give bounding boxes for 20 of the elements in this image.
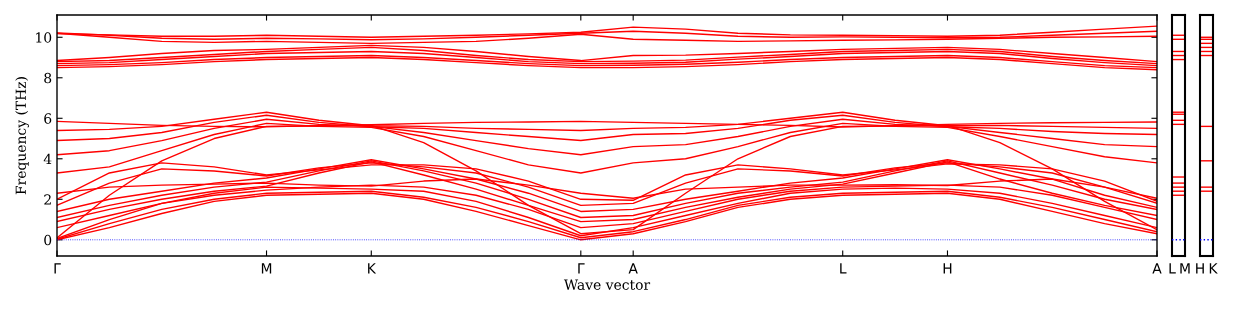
x-tick-label: Γ: [578, 263, 585, 274]
x-tick-label: M: [261, 263, 272, 274]
x-tick-label: Γ: [54, 263, 61, 274]
y-tick-label: 0: [44, 234, 52, 246]
y-tick-label: 8: [44, 72, 52, 84]
x-tick-label: A: [1152, 263, 1162, 274]
y-axis-title: Frequency (THz): [15, 77, 29, 195]
y-tick-label: 10: [36, 32, 52, 43]
x-tick-label: K: [1209, 263, 1218, 274]
x-tick-label: M: [1180, 263, 1190, 274]
x-tick-label: L: [840, 263, 847, 274]
x-tick-label: A: [628, 263, 638, 274]
y-tick-label: 6: [44, 113, 52, 124]
x-tick-label: K: [368, 263, 377, 274]
x-tick-label: H: [943, 263, 952, 274]
x-tick-label: H: [1196, 263, 1204, 274]
x-tick-label: L: [1169, 263, 1176, 274]
y-tick-label: 2: [44, 194, 51, 205]
x-axis-title: Wave vector: [563, 279, 651, 290]
y-tick-label: 4: [43, 153, 52, 165]
